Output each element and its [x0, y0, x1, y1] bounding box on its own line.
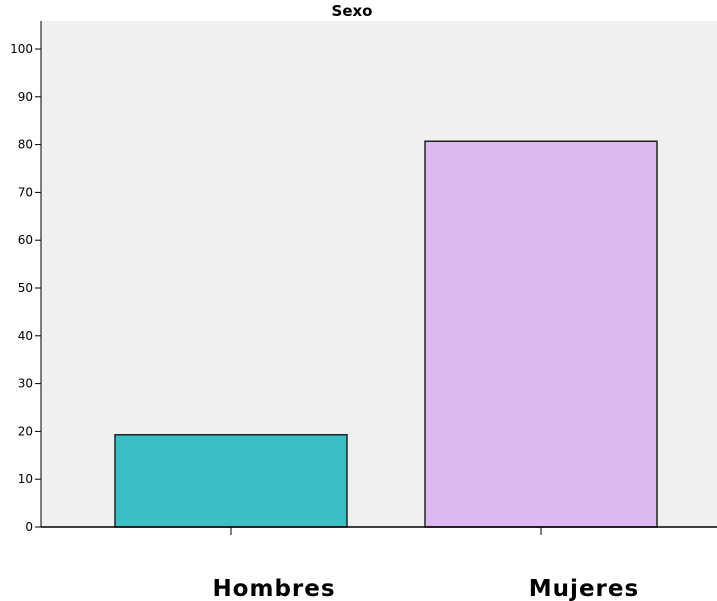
y-tick-label-80: 80: [18, 138, 33, 152]
bar-hombres: [114, 433, 348, 528]
bars: [114, 140, 658, 528]
y-tick-label-60: 60: [18, 233, 33, 247]
y-tick-label-90: 90: [18, 90, 33, 104]
y-tick-label-30: 30: [18, 377, 33, 391]
y-tick-label-100: 100: [10, 42, 33, 56]
x-axis: Hombres Mujeres: [41, 526, 717, 601]
y-tick-label-70: 70: [18, 185, 33, 199]
x-tick-label-mujeres: Mujeres: [529, 576, 639, 601]
y-tick-label-0: 0: [25, 520, 33, 534]
y-axis: 0 10 20 30 40 50 60 70 80 90 100: [10, 21, 42, 534]
chart-title: Sexo: [332, 2, 373, 20]
y-tick-label-50: 50: [18, 281, 33, 295]
x-tick-label-hombres: Hombres: [212, 576, 335, 601]
bar-mujeres: [424, 140, 658, 528]
y-tick-label-10: 10: [18, 472, 33, 486]
y-tick-label-40: 40: [18, 329, 33, 343]
y-tick-label-20: 20: [18, 424, 33, 438]
